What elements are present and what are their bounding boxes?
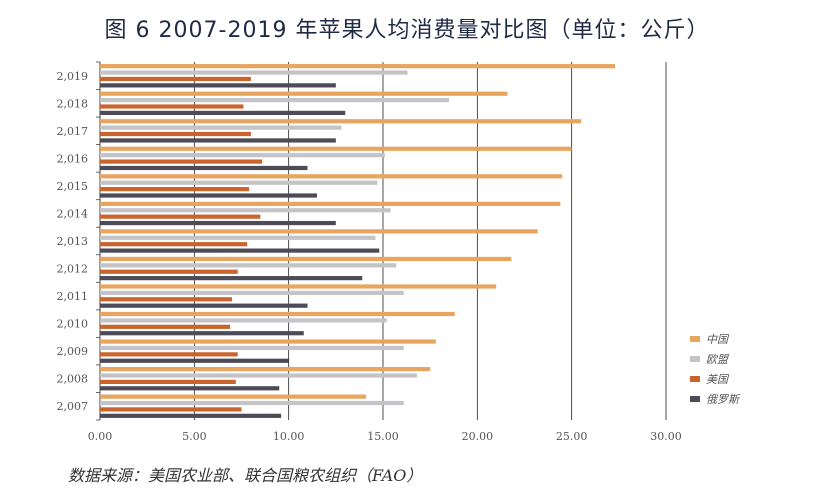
bar-中国 (100, 146, 572, 151)
bar-中国 (100, 284, 497, 289)
bar-美国 (100, 131, 251, 137)
chart-title: 图 6 2007-2019 年苹果人均消费量对比图（单位：公斤） (104, 18, 710, 43)
bar-俄罗斯 (100, 386, 280, 391)
bar-美国 (100, 187, 250, 192)
y-tick-label: 2,016 (57, 152, 89, 165)
bar-美国 (100, 324, 231, 329)
y-tick-label: 2,008 (57, 373, 89, 386)
bar-俄罗斯 (100, 83, 336, 88)
bars (100, 64, 616, 418)
y-tick-label: 2,011 (57, 290, 89, 303)
y-tick-label: 2,010 (57, 318, 89, 331)
bar-欧盟 (100, 153, 385, 158)
bar-俄罗斯 (100, 276, 363, 281)
bar-美国 (100, 242, 248, 247)
bar-中国 (100, 366, 431, 372)
legend-label: 欧盟 (706, 353, 730, 366)
legend-label: 美国 (706, 373, 730, 386)
y-tick-labels: 2,019 2,018 2,017 2,016 2,015 2,014 2,013 2,012… (57, 70, 89, 413)
bar-俄罗斯 (100, 138, 336, 143)
bar-中国 (100, 311, 455, 317)
legend-label: 中国 (706, 333, 730, 346)
bar-欧盟 (100, 125, 342, 130)
bar-中国 (100, 229, 538, 234)
bar-欧盟 (100, 208, 391, 213)
bar-欧盟 (100, 235, 376, 240)
bar-欧盟 (100, 263, 397, 268)
bar-俄罗斯 (100, 193, 317, 198)
y-tick-label: 2,013 (57, 235, 89, 248)
x-tick-label: 10.00 (273, 430, 305, 443)
x-tick-label: 5.00 (182, 430, 207, 443)
y-tick-label: 2,017 (57, 125, 89, 138)
x-tick-label: 25.00 (556, 430, 588, 443)
y-tick-label: 2,019 (57, 70, 89, 83)
bar-美国 (100, 159, 263, 164)
bar-俄罗斯 (100, 303, 308, 308)
bar-美国 (100, 76, 251, 82)
bar-中国 (100, 394, 367, 399)
bar-俄罗斯 (100, 220, 336, 226)
y-tick-label: 2,015 (57, 180, 89, 193)
bar-美国 (100, 269, 238, 274)
bar-俄罗斯 (100, 110, 346, 116)
bar-中国 (100, 201, 561, 206)
y-tick-label: 2,007 (57, 400, 89, 413)
bar-美国 (100, 214, 261, 219)
x-tick-labels: 0.00 5.00 10.00 15.00 20.00 25.00 30.00 (88, 430, 682, 443)
bar-中国 (100, 119, 582, 124)
bar-美国 (100, 352, 238, 357)
x-tick-label: 0.00 (88, 430, 113, 443)
bar-欧盟 (100, 98, 450, 103)
legend-swatch (690, 376, 700, 382)
bar-欧盟 (100, 290, 404, 295)
legend-swatch (690, 396, 700, 402)
legend-label: 俄罗斯 (706, 393, 741, 406)
bar-中国 (100, 174, 563, 179)
bar-中国 (100, 64, 616, 69)
bar-欧盟 (100, 400, 404, 406)
bar-中国 (100, 339, 436, 344)
y-tick-label: 2,009 (57, 345, 89, 358)
y-tick-label: 2,014 (57, 207, 89, 220)
x-tick-label: 20.00 (462, 430, 494, 443)
bar-俄罗斯 (100, 165, 308, 171)
bar-中国 (100, 91, 508, 96)
bar-欧盟 (100, 373, 417, 378)
bar-欧盟 (100, 318, 387, 323)
bar-俄罗斯 (100, 331, 304, 336)
bar-美国 (100, 104, 244, 109)
bar-中国 (100, 256, 512, 262)
x-tick-label: 15.00 (367, 430, 399, 443)
bar-欧盟 (100, 180, 378, 185)
legend-swatch (690, 356, 700, 362)
y-tick-label: 2,018 (57, 97, 89, 110)
bar-美国 (100, 379, 236, 384)
legend-swatch (690, 336, 700, 342)
bar-欧盟 (100, 70, 408, 75)
bar-美国 (100, 407, 242, 412)
bar-美国 (100, 297, 233, 302)
source-note: 数据来源：美国农业部、联合国粮农组织（FAO） (68, 466, 423, 485)
bar-俄罗斯 (100, 248, 380, 253)
grid-lines (96, 61, 667, 421)
bar-欧盟 (100, 345, 404, 351)
y-tick-label: 2,012 (57, 263, 89, 276)
bar-俄罗斯 (100, 413, 282, 418)
x-tick-label: 30.00 (650, 430, 682, 443)
bar-俄罗斯 (100, 358, 289, 363)
